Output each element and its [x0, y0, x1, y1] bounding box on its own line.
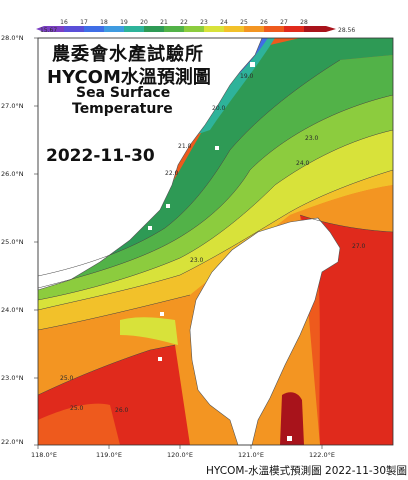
- longitude-label: 121.0°E: [238, 451, 264, 459]
- island: [158, 357, 162, 361]
- colorbar-tick: 20: [140, 19, 148, 26]
- colorbar-segment: [104, 26, 124, 32]
- contour-label: 24.0: [296, 160, 310, 167]
- colorbar-segment: [44, 26, 64, 32]
- colorbar-tick: 21: [160, 19, 168, 26]
- contour-label: 23.0: [190, 257, 204, 264]
- colorbar-segment: [124, 26, 144, 32]
- colorbar-tick: 22: [180, 19, 188, 26]
- contour-lines: [38, 59, 393, 396]
- colorbar-segment: [64, 26, 84, 32]
- title-english-line1: Sea Surface: [76, 85, 171, 101]
- colorbar-tick: 24: [220, 19, 228, 26]
- colorbar-segment: [204, 26, 224, 32]
- colorbar-segment: [84, 26, 104, 32]
- contour-label: 21.0: [178, 143, 192, 150]
- latitude-label: 25.0°N: [1, 238, 24, 246]
- colorbar-arrow: [36, 26, 44, 32]
- latitude-label: 27.0°N: [1, 102, 24, 110]
- footer-caption: HYCOM-水溫模式預測圖 2022-11-30製圖: [206, 465, 408, 477]
- colorbar-segment: [184, 26, 204, 32]
- contour-label: 25.0: [70, 405, 84, 412]
- contour-label: 27.0: [352, 243, 366, 250]
- island: [166, 204, 170, 208]
- colorbar-arrow: [326, 26, 336, 32]
- longitude-label: 122.0°E: [309, 451, 335, 459]
- contour-label: 26.0: [115, 407, 129, 414]
- latitude-label: 26.0°N: [1, 170, 24, 178]
- colorbar-segment: [224, 26, 244, 32]
- island: [215, 146, 219, 150]
- colorbar-tick: 23: [200, 19, 208, 26]
- colorbar-min: 15.67: [40, 27, 58, 34]
- latitude-label: 23.0°N: [1, 374, 24, 382]
- colorbar-segment: [164, 26, 184, 32]
- contour-label: 22.0: [165, 170, 179, 177]
- contour-label: 23.0: [305, 135, 319, 142]
- colorbar-segment: [304, 26, 326, 32]
- colorbar-segment: [144, 26, 164, 32]
- longitude-label: 118.0°E: [31, 451, 57, 459]
- colorbar-tick: 17: [80, 19, 88, 26]
- colorbar-tick: 25: [240, 19, 248, 26]
- colorbar-segment: [284, 26, 304, 32]
- colorbar-segment: [264, 26, 284, 32]
- latitude-label: 24.0°N: [1, 306, 24, 314]
- colorbar-tick: 26: [260, 19, 268, 26]
- title-model: HYCOM水溫預測圖: [47, 67, 211, 88]
- axis-ticks: [34, 37, 323, 449]
- colorbar-tick: 27: [280, 19, 288, 26]
- colorbar-tick: 18: [100, 19, 108, 26]
- latitude-label: 22.0°N: [1, 438, 24, 446]
- island: [160, 312, 164, 316]
- title-english-line2: Temperature: [72, 101, 173, 117]
- colorbar: [36, 26, 336, 32]
- island: [287, 436, 292, 441]
- map-frame: [37, 37, 394, 446]
- island: [148, 226, 152, 230]
- colorbar-tick: 28: [300, 19, 308, 26]
- title-agency: 農委會水產試驗所: [52, 44, 204, 65]
- longitude-label: 120.0°E: [167, 451, 193, 459]
- colorbar-segment: [244, 26, 264, 32]
- colorbar-max: 28.56: [338, 27, 356, 34]
- island: [250, 62, 255, 67]
- contour-label: 20.0: [212, 105, 226, 112]
- mainland-landmass: [37, 37, 263, 291]
- colorbar-tick: 19: [120, 19, 128, 26]
- colorbar-tick: 16: [60, 19, 68, 26]
- longitude-label: 119.0°E: [96, 451, 122, 459]
- forecast-date: 2022-11-30: [46, 146, 155, 166]
- contour-label: 19.0: [240, 73, 254, 80]
- latitude-label: 28.0°N: [1, 34, 24, 42]
- contour-label: 25.0: [60, 375, 74, 382]
